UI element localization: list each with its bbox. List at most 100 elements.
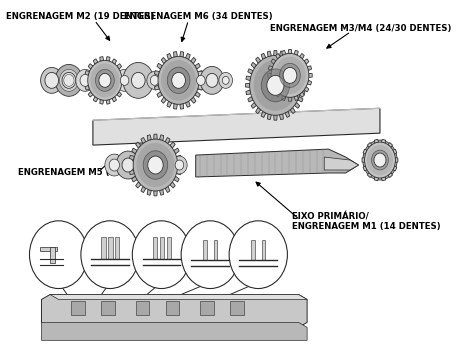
Text: ENGRENAGEM M5 (32 DENTES): ENGRENAGEM M5 (32 DENTES) xyxy=(18,168,167,176)
Polygon shape xyxy=(85,78,88,83)
Polygon shape xyxy=(282,96,286,100)
Polygon shape xyxy=(178,163,182,167)
FancyBboxPatch shape xyxy=(136,301,149,315)
Polygon shape xyxy=(274,51,277,55)
Polygon shape xyxy=(154,71,159,76)
Circle shape xyxy=(148,156,163,174)
Polygon shape xyxy=(42,294,307,327)
Polygon shape xyxy=(288,97,292,101)
Circle shape xyxy=(367,145,393,175)
Polygon shape xyxy=(268,66,273,71)
Polygon shape xyxy=(395,158,398,162)
Polygon shape xyxy=(100,57,104,61)
Polygon shape xyxy=(367,142,372,148)
Circle shape xyxy=(167,67,190,94)
Circle shape xyxy=(90,63,119,97)
Polygon shape xyxy=(274,115,277,120)
FancyBboxPatch shape xyxy=(203,240,207,260)
Circle shape xyxy=(29,221,88,289)
FancyBboxPatch shape xyxy=(214,240,217,260)
Polygon shape xyxy=(159,135,164,141)
Polygon shape xyxy=(294,62,300,68)
Polygon shape xyxy=(100,99,104,104)
Circle shape xyxy=(41,67,63,93)
Circle shape xyxy=(133,221,191,289)
Polygon shape xyxy=(85,85,90,90)
Polygon shape xyxy=(298,69,303,74)
Circle shape xyxy=(143,151,168,179)
Polygon shape xyxy=(174,148,179,154)
Circle shape xyxy=(172,72,186,88)
Circle shape xyxy=(172,156,187,174)
FancyBboxPatch shape xyxy=(251,240,255,260)
Polygon shape xyxy=(246,90,251,95)
Polygon shape xyxy=(167,101,172,107)
Polygon shape xyxy=(154,134,157,139)
Text: EIXO PRIMÁRIO/: EIXO PRIMÁRIO/ xyxy=(292,212,369,221)
Polygon shape xyxy=(300,90,305,95)
Polygon shape xyxy=(261,111,266,117)
Circle shape xyxy=(267,75,284,95)
FancyBboxPatch shape xyxy=(200,301,214,315)
Circle shape xyxy=(150,75,159,85)
FancyBboxPatch shape xyxy=(167,237,171,259)
Polygon shape xyxy=(251,62,256,68)
Polygon shape xyxy=(161,57,166,64)
Text: ENGRENAGEM M6 (34 DENTES): ENGRENAGEM M6 (34 DENTES) xyxy=(124,12,272,21)
Polygon shape xyxy=(147,190,151,195)
Polygon shape xyxy=(248,96,253,102)
Circle shape xyxy=(229,221,287,289)
Polygon shape xyxy=(388,172,393,178)
FancyBboxPatch shape xyxy=(108,237,112,259)
Polygon shape xyxy=(117,92,122,97)
Polygon shape xyxy=(117,64,122,69)
Text: ENGRENAGEM M2 (19 DENTES): ENGRENAGEM M2 (19 DENTES) xyxy=(6,12,155,21)
Polygon shape xyxy=(165,186,170,193)
Polygon shape xyxy=(304,59,309,64)
Circle shape xyxy=(250,55,301,115)
Polygon shape xyxy=(195,63,200,69)
Circle shape xyxy=(158,56,199,104)
Polygon shape xyxy=(174,52,177,57)
Polygon shape xyxy=(106,99,110,104)
Polygon shape xyxy=(186,101,190,107)
Circle shape xyxy=(133,139,178,191)
Polygon shape xyxy=(154,191,157,196)
Polygon shape xyxy=(367,172,372,178)
Circle shape xyxy=(193,72,208,89)
Circle shape xyxy=(254,60,297,111)
Circle shape xyxy=(137,143,175,187)
Circle shape xyxy=(372,150,388,170)
Polygon shape xyxy=(324,157,359,170)
Polygon shape xyxy=(307,66,312,71)
Polygon shape xyxy=(246,76,251,81)
Circle shape xyxy=(161,60,196,101)
Polygon shape xyxy=(290,57,295,63)
Circle shape xyxy=(373,152,387,168)
Polygon shape xyxy=(132,148,137,154)
Polygon shape xyxy=(268,80,273,85)
Polygon shape xyxy=(294,103,300,108)
Polygon shape xyxy=(196,149,359,177)
Circle shape xyxy=(116,151,140,179)
Polygon shape xyxy=(294,96,298,100)
Polygon shape xyxy=(157,63,162,69)
Polygon shape xyxy=(180,52,184,57)
Polygon shape xyxy=(174,104,177,109)
Polygon shape xyxy=(106,57,110,61)
FancyBboxPatch shape xyxy=(230,301,244,315)
Polygon shape xyxy=(381,177,386,181)
Polygon shape xyxy=(363,165,367,171)
Polygon shape xyxy=(88,64,93,69)
Polygon shape xyxy=(161,97,166,103)
Polygon shape xyxy=(165,138,170,144)
Circle shape xyxy=(261,69,290,102)
Circle shape xyxy=(132,72,145,88)
Circle shape xyxy=(365,142,395,178)
Polygon shape xyxy=(141,186,146,193)
Polygon shape xyxy=(309,73,312,77)
Polygon shape xyxy=(248,69,253,74)
Polygon shape xyxy=(195,92,200,97)
Polygon shape xyxy=(129,170,134,175)
Polygon shape xyxy=(268,73,271,77)
